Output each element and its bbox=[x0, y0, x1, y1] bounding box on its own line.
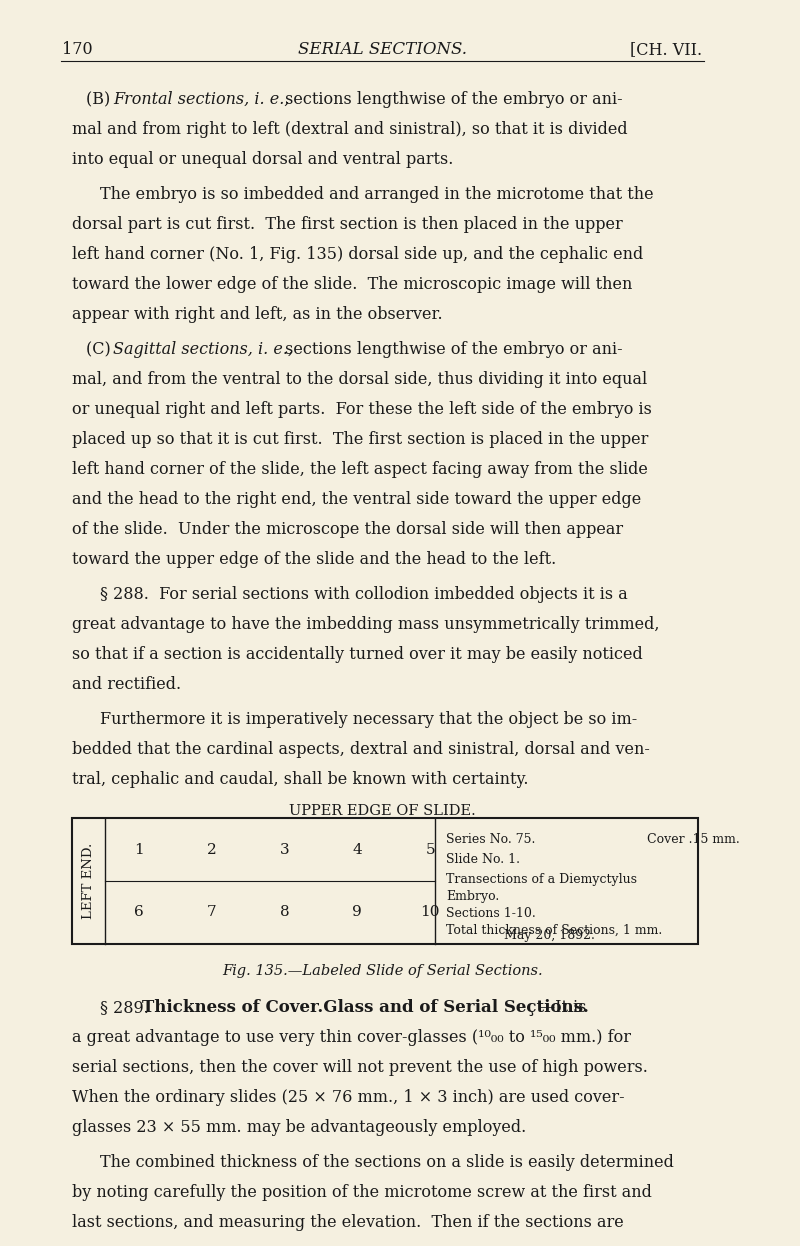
Text: 4: 4 bbox=[353, 842, 362, 856]
Text: UPPER EDGE OF SLIDE.: UPPER EDGE OF SLIDE. bbox=[289, 804, 476, 819]
Text: Cover .15 mm.: Cover .15 mm. bbox=[647, 834, 740, 846]
Text: When the ordinary slides (25 × 76 mm., 1 × 3 inch) are used cover-: When the ordinary slides (25 × 76 mm., 1… bbox=[72, 1089, 624, 1106]
Text: 7: 7 bbox=[206, 906, 216, 920]
Text: toward the lower edge of the slide.  The microscopic image will then: toward the lower edge of the slide. The … bbox=[72, 277, 632, 293]
Text: so that if a section is accidentally turned over it may be easily noticed: so that if a section is accidentally tur… bbox=[72, 645, 642, 663]
Text: mal, and from the ventral to the dorsal side, thus dividing it into equal: mal, and from the ventral to the dorsal … bbox=[72, 371, 647, 388]
Text: Transections of a Diemyctylus: Transections of a Diemyctylus bbox=[446, 873, 638, 886]
Text: Furthermore it is imperatively necessary that the object be so im-: Furthermore it is imperatively necessary… bbox=[100, 711, 638, 728]
Text: Frontal sections, i. e.,: Frontal sections, i. e., bbox=[113, 91, 290, 108]
Text: Fig. 135.—Labeled Slide of Serial Sections.: Fig. 135.—Labeled Slide of Serial Sectio… bbox=[222, 964, 542, 978]
Text: last sections, and measuring the elevation.  Then if the sections are: last sections, and measuring the elevati… bbox=[72, 1214, 623, 1231]
Text: —It is: —It is bbox=[539, 999, 586, 1015]
Text: 1: 1 bbox=[134, 842, 143, 856]
Text: May 20, 1892.: May 20, 1892. bbox=[504, 930, 594, 942]
Text: glasses 23 × 55 mm. may be advantageously employed.: glasses 23 × 55 mm. may be advantageousl… bbox=[72, 1119, 526, 1136]
Text: dorsal part is cut first.  The first section is then placed in the upper: dorsal part is cut first. The first sect… bbox=[72, 216, 622, 233]
Text: and rectified.: and rectified. bbox=[72, 677, 181, 693]
Text: Sections 1-10.: Sections 1-10. bbox=[446, 907, 536, 920]
Text: 2: 2 bbox=[206, 842, 216, 856]
Text: LEFT END.: LEFT END. bbox=[82, 842, 95, 920]
Text: a great advantage to use very thin cover-glasses (¹⁰₀₀ to ¹⁵₀₀ mm.) for: a great advantage to use very thin cover… bbox=[72, 1029, 630, 1045]
Text: mal and from right to left (dextral and sinistral), so that it is divided: mal and from right to left (dextral and … bbox=[72, 121, 627, 138]
Text: 10: 10 bbox=[421, 906, 440, 920]
Text: serial sections, then the cover will not prevent the use of high powers.: serial sections, then the cover will not… bbox=[72, 1059, 647, 1077]
Text: 6: 6 bbox=[134, 906, 143, 920]
Text: Embryo.: Embryo. bbox=[446, 890, 500, 903]
Text: 170: 170 bbox=[62, 41, 93, 59]
Text: great advantage to have the imbedding mass unsymmetrically trimmed,: great advantage to have the imbedding ma… bbox=[72, 616, 659, 633]
Text: Slide No. 1.: Slide No. 1. bbox=[446, 854, 521, 866]
Text: tral, cephalic and caudal, shall be known with certainty.: tral, cephalic and caudal, shall be know… bbox=[72, 771, 528, 787]
Text: bedded that the cardinal aspects, dextral and sinistral, dorsal and ven-: bedded that the cardinal aspects, dextra… bbox=[72, 741, 650, 758]
Text: by noting carefully the position of the microtome screw at the first and: by noting carefully the position of the … bbox=[72, 1184, 651, 1201]
Text: 5: 5 bbox=[426, 842, 435, 856]
Text: The combined thickness of the sections on a slide is easily determined: The combined thickness of the sections o… bbox=[100, 1154, 674, 1171]
Text: left hand corner (No. 1, Fig. 135) dorsal side up, and the cephalic end: left hand corner (No. 1, Fig. 135) dorsa… bbox=[72, 245, 643, 263]
Bar bbox=[72, 819, 698, 944]
Text: placed up so that it is cut first.  The first section is placed in the upper: placed up so that it is cut first. The f… bbox=[72, 431, 648, 449]
Text: § 288.  For serial sections with collodion imbedded objects it is a: § 288. For serial sections with collodio… bbox=[100, 586, 628, 603]
Text: § 289.: § 289. bbox=[100, 999, 154, 1015]
Text: appear with right and left, as in the observer.: appear with right and left, as in the ob… bbox=[72, 307, 442, 323]
Text: Sagittal sections, i. e.,: Sagittal sections, i. e., bbox=[113, 341, 293, 358]
Text: 8: 8 bbox=[279, 906, 290, 920]
Text: (C): (C) bbox=[86, 341, 116, 358]
Text: or unequal right and left parts.  For these the left side of the embryo is: or unequal right and left parts. For the… bbox=[72, 401, 651, 417]
Text: left hand corner of the slide, the left aspect facing away from the slide: left hand corner of the slide, the left … bbox=[72, 461, 647, 478]
Text: sections lengthwise of the embryo or ani-: sections lengthwise of the embryo or ani… bbox=[280, 91, 622, 108]
Text: and the head to the right end, the ventral side toward the upper edge: and the head to the right end, the ventr… bbox=[72, 491, 641, 508]
Text: of the slide.  Under the microscope the dorsal side will then appear: of the slide. Under the microscope the d… bbox=[72, 521, 623, 538]
Text: [CH. VII.: [CH. VII. bbox=[630, 41, 702, 59]
Text: (B): (B) bbox=[86, 91, 115, 108]
Text: toward the upper edge of the slide and the head to the left.: toward the upper edge of the slide and t… bbox=[72, 551, 556, 568]
Text: SERIAL SECTIONS.: SERIAL SECTIONS. bbox=[298, 41, 467, 59]
Text: The embryo is so imbedded and arranged in the microtome that the: The embryo is so imbedded and arranged i… bbox=[100, 186, 654, 203]
Text: Thickness of Cover.Glass and of Serial Seçtions.: Thickness of Cover.Glass and of Serial S… bbox=[142, 999, 590, 1015]
Text: 9: 9 bbox=[353, 906, 362, 920]
Text: sections lengthwise of the embryo or ani-: sections lengthwise of the embryo or ani… bbox=[280, 341, 622, 358]
Text: 3: 3 bbox=[279, 842, 290, 856]
Text: Series No. 75.: Series No. 75. bbox=[446, 834, 536, 846]
Text: into equal or unequal dorsal and ventral parts.: into equal or unequal dorsal and ventral… bbox=[72, 151, 453, 168]
Text: Total thickness of Sections, 1 mm.: Total thickness of Sections, 1 mm. bbox=[446, 925, 662, 937]
